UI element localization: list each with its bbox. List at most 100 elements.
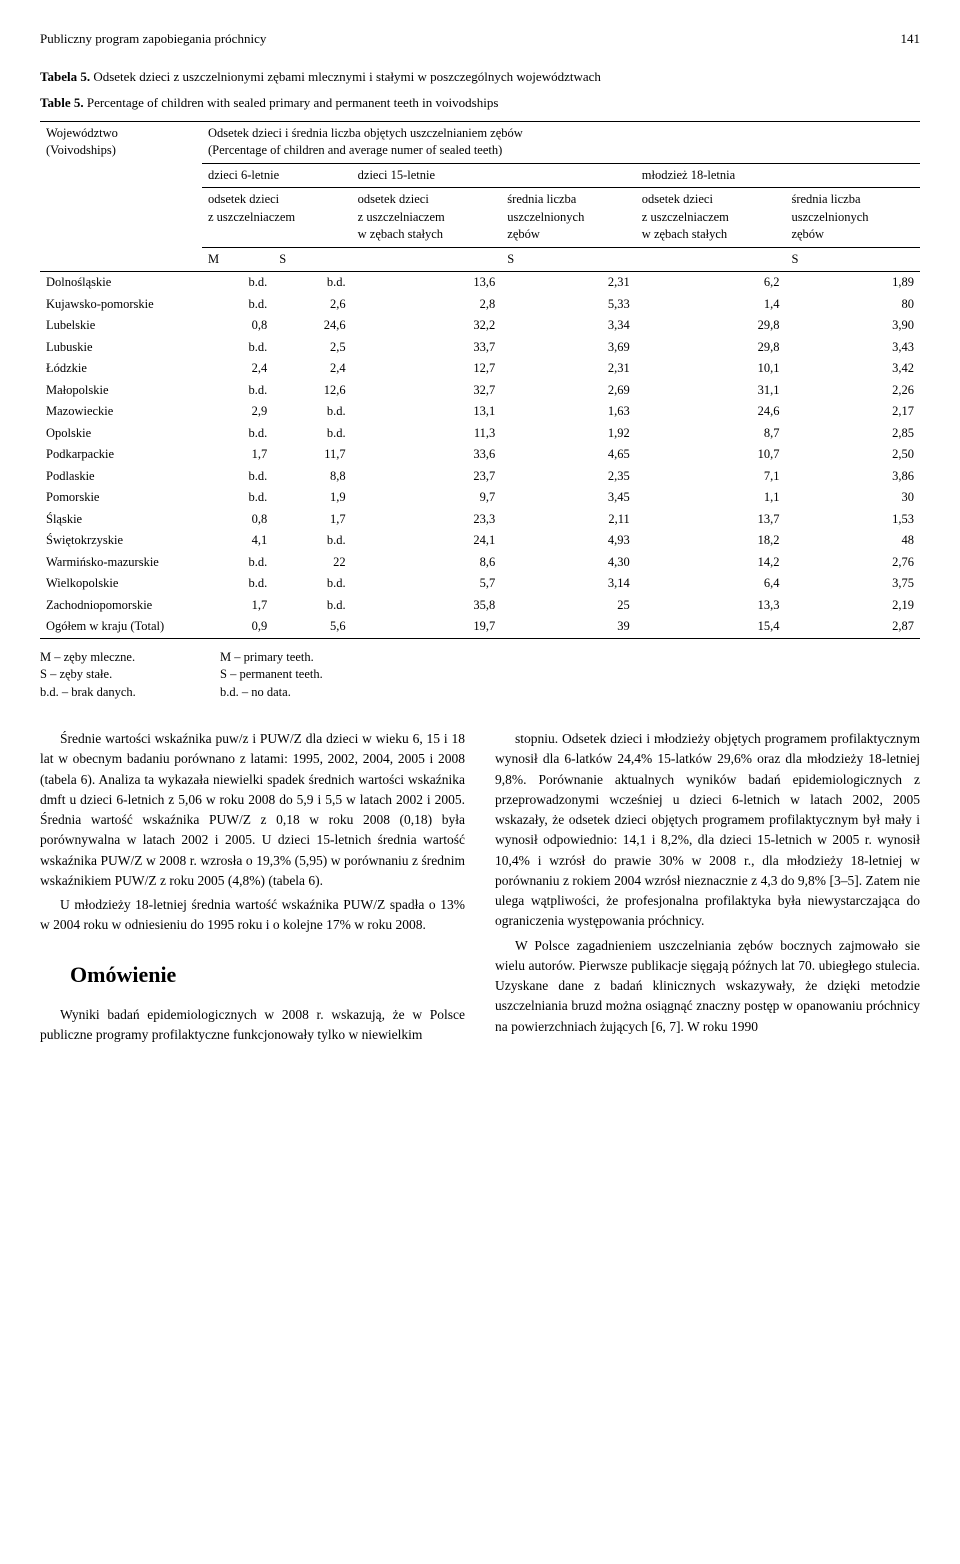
cell-value: 1,89 [785,272,920,294]
cell-value: 1,9 [273,487,351,509]
col-s1: S [273,247,351,272]
table-row: Łódzkie2,42,412,72,3110,13,42 [40,358,920,380]
cell-value: 4,65 [501,444,636,466]
cell-value: b.d. [273,595,351,617]
table-row: Świętokrzyskie4,1b.d.24,14,9318,248 [40,530,920,552]
section-heading: Omówienie [70,958,465,991]
row-name: Małopolskie [40,380,202,402]
cell-value: 6,4 [636,573,786,595]
col-m: M [202,247,273,272]
cell-value: 2,4 [202,358,273,380]
table-row: Dolnośląskieb.d.b.d.13,62,316,21,89 [40,272,920,294]
cell-value: 2,26 [785,380,920,402]
cell-value: 30 [785,487,920,509]
cell-value: 0,8 [202,315,273,337]
table-row: Kujawsko-pomorskieb.d.2,62,85,331,480 [40,294,920,316]
row-name: Zachodniopomorskie [40,595,202,617]
cell-value: 48 [785,530,920,552]
cell-value: 13,7 [636,509,786,531]
cell-value: 2,5 [273,337,351,359]
cell-value: 4,30 [501,552,636,574]
row-name: Śląskie [40,509,202,531]
cell-value: 4,93 [501,530,636,552]
cell-value: 25 [501,595,636,617]
cell-value: b.d. [202,552,273,574]
table-row: Małopolskieb.d.12,632,72,6931,12,26 [40,380,920,402]
table-title-pl: Tabela 5. Odsetek dzieci z uszczelnionym… [40,68,920,86]
body-paragraph: W Polsce zagadnieniem uszczelniania zębó… [495,936,920,1037]
table-row: Mazowieckie2,9b.d.13,11,6324,62,17 [40,401,920,423]
cell-value: 31,1 [636,380,786,402]
running-head-left: Publiczny program zapobiegania próchnicy [40,30,266,48]
cell-value: 6,2 [636,272,786,294]
cell-value: 23,3 [352,509,502,531]
cell-value: 8,6 [352,552,502,574]
body-paragraph: Wyniki badań epidemiologicznych w 2008 r… [40,1005,465,1046]
cell-value: 0,8 [202,509,273,531]
cell-value: 1,92 [501,423,636,445]
row-name: Dolnośląskie [40,272,202,294]
cell-value: 35,8 [352,595,502,617]
col-g1: dzieci 6-letnie [202,163,352,188]
col-woj: Województwo (Voivodships) [40,121,202,272]
cell-value: 22 [273,552,351,574]
col-c1: odsetek dzieci z uszczelniaczem [202,188,352,248]
cell-value: 13,1 [352,401,502,423]
cell-value: 2,35 [501,466,636,488]
cell-value: 3,75 [785,573,920,595]
cell-value: 24,1 [352,530,502,552]
cell-value: b.d. [273,401,351,423]
cell-value: 5,6 [273,616,351,638]
table-row: Podlaskieb.d.8,823,72,357,13,86 [40,466,920,488]
footnote-row: S – zęby stałe.S – permanent teeth. [40,666,920,684]
cell-value: 3,69 [501,337,636,359]
col-g2: dzieci 15-letnie [352,163,636,188]
table-caption-en: Percentage of children with sealed prima… [87,95,499,110]
row-name: Podlaskie [40,466,202,488]
table-caption-pl: Odsetek dzieci z uszczelnionymi zębami m… [93,69,601,84]
row-name: Ogółem w kraju (Total) [40,616,202,638]
cell-value: 80 [785,294,920,316]
cell-value: b.d. [202,380,273,402]
col-s2: S [501,247,636,272]
cell-value: 2,11 [501,509,636,531]
row-name: Warmińsko-mazurskie [40,552,202,574]
cell-value: 10,1 [636,358,786,380]
col-c5: średnia liczba uszczelnionych zębów [785,188,920,248]
footnote-en: b.d. – no data. [220,684,291,702]
cell-value: 1,63 [501,401,636,423]
cell-value: 14,2 [636,552,786,574]
table-row: Podkarpackie1,711,733,64,6510,72,50 [40,444,920,466]
cell-value: 7,1 [636,466,786,488]
row-name: Mazowieckie [40,401,202,423]
table-title-en: Table 5. Percentage of children with sea… [40,94,920,112]
header-row-1: Województwo (Voivodships) Odsetek dzieci… [40,121,920,163]
right-column: stopniu. Odsetek dzieci i młodzieży obję… [495,729,920,1049]
cell-value: 1,7 [202,595,273,617]
cell-value: 5,7 [352,573,502,595]
cell-value: 33,7 [352,337,502,359]
cell-value: 8,8 [273,466,351,488]
left-column: Średnie wartości wskaźnika puw/z i PUW/Z… [40,729,465,1049]
cell-value: 3,45 [501,487,636,509]
cell-value: b.d. [202,272,273,294]
table-row: Pomorskieb.d.1,99,73,451,130 [40,487,920,509]
cell-value: 2,8 [352,294,502,316]
cell-value: 11,7 [273,444,351,466]
cell-value: 2,19 [785,595,920,617]
cell-value: 3,43 [785,337,920,359]
col-s3: S [785,247,920,272]
footnote-row: b.d. – brak danych.b.d. – no data. [40,684,920,702]
row-name: Łódzkie [40,358,202,380]
page-number: 141 [901,30,921,48]
cell-value: 5,33 [501,294,636,316]
col-c3: średnia liczba uszczelnionych zębów [501,188,636,248]
cell-value: 2,9 [202,401,273,423]
row-name: Pomorskie [40,487,202,509]
cell-value: 39 [501,616,636,638]
row-name: Podkarpackie [40,444,202,466]
cell-value: 13,3 [636,595,786,617]
cell-value: 3,34 [501,315,636,337]
cell-value: 29,8 [636,315,786,337]
cell-value: 2,87 [785,616,920,638]
